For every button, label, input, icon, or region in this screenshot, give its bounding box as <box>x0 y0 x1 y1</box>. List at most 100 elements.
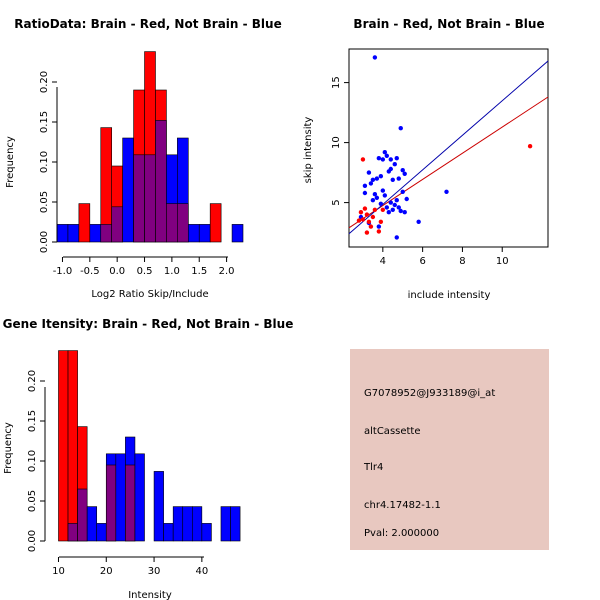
brain-point <box>362 206 368 211</box>
not-brain-point <box>384 153 390 158</box>
not-brain-point <box>374 195 380 200</box>
not-brain-point <box>382 150 388 155</box>
not-brain-point <box>416 219 421 224</box>
not-brain-fit-line <box>348 60 549 235</box>
x-tick-label: 10 <box>52 566 65 577</box>
not-brain-point <box>396 205 401 210</box>
brain-point <box>364 230 370 235</box>
y-tick-label: 0.15 <box>27 410 38 432</box>
not-brain-point <box>370 177 376 182</box>
bar-not-brain <box>153 471 164 542</box>
not-brain-point <box>402 210 407 215</box>
scatter-y-label: skip intensity <box>303 117 314 184</box>
x-tick-label: 8 <box>459 256 465 267</box>
brain-point <box>360 157 366 162</box>
bar-not-brain <box>182 506 193 542</box>
x-tick-label: 6 <box>419 256 425 267</box>
gene-name: Tlr4 <box>363 462 383 473</box>
brain-point <box>356 218 362 223</box>
not-brain-point <box>366 170 372 175</box>
bar-overlap <box>100 224 113 243</box>
y-tick-label: 0.00 <box>27 530 38 552</box>
bar-not-brain <box>67 224 80 243</box>
y-tick-label: 0.20 <box>27 370 38 392</box>
x-tick-label: 1.0 <box>164 266 180 277</box>
brain-point <box>358 210 364 215</box>
not-brain-point <box>390 207 395 212</box>
brain-point <box>370 214 376 220</box>
not-brain-point <box>378 174 384 179</box>
x-tick-label: 10 <box>496 256 509 267</box>
x-tick-label: 40 <box>195 566 208 577</box>
not-brain-point <box>392 162 397 167</box>
probe-info-panel: G7078952@J933189@i_at altCassette Tlr4 c… <box>350 349 549 550</box>
not-brain-point <box>392 202 397 208</box>
y-tick-label: 0.10 <box>27 450 38 472</box>
not-brain-point <box>398 208 403 214</box>
bar-brain <box>67 350 78 542</box>
bar-overlap <box>177 203 189 243</box>
ratio-x-ticks: -1.0 -0.5 0.0 0.5 1.0 1.5 2.0 <box>53 257 235 277</box>
brain-point <box>376 229 382 234</box>
bar-not-brain <box>220 506 231 542</box>
gene-y-ticks: 0.00 0.05 0.10 0.15 0.20 <box>27 370 45 552</box>
ratio-histogram: RatioData: Brain - Red, Not Brain - Blue… <box>5 17 282 300</box>
x-tick-label: 0.5 <box>137 266 153 277</box>
p-value: Pval: 2.000000 <box>364 528 439 539</box>
brain-point <box>527 144 533 149</box>
scatter-plot-box <box>348 48 549 248</box>
genomic-location: chr4.17482-1.1 <box>364 500 441 511</box>
scatter-y-ticks: 5 10 15 <box>331 76 349 206</box>
info-panel-background <box>350 349 549 550</box>
gene-histogram-title: Gene Itensity: Brain - Red, Not Brain - … <box>3 317 294 331</box>
not-brain-point <box>390 177 395 182</box>
brain-point <box>368 224 374 229</box>
not-brain-point <box>400 189 405 194</box>
x-tick-label: 0.0 <box>109 266 125 277</box>
gene-intensity-histogram: Gene Itensity: Brain - Red, Not Brain - … <box>3 317 294 600</box>
bar-not-brain <box>163 523 174 542</box>
brain-point <box>380 207 386 212</box>
not-brain-point <box>372 55 378 60</box>
gene-histogram-bars <box>58 350 241 542</box>
bar-overlap <box>166 203 178 243</box>
y-tick-label: 0.15 <box>39 111 50 133</box>
bar-not-brain <box>86 506 98 542</box>
not-brain-point <box>376 156 382 161</box>
x-tick-label: 4 <box>380 256 386 267</box>
bar-overlap <box>77 488 88 542</box>
x-tick-label: -0.5 <box>80 266 100 277</box>
not-brain-point <box>380 157 386 162</box>
not-brain-point <box>394 235 399 240</box>
not-brain-point <box>404 196 409 202</box>
bar-overlap <box>155 120 167 243</box>
ratio-y-label: Frequency <box>5 136 16 188</box>
y-tick-label: 0.20 <box>39 71 50 93</box>
not-brain-point <box>388 200 393 205</box>
not-brain-point <box>386 210 391 215</box>
not-brain-point <box>396 176 401 181</box>
scatter-x-ticks: 4 6 8 10 <box>380 247 509 267</box>
gene-x-label: Intensity <box>128 590 172 600</box>
not-brain-point <box>362 183 368 188</box>
bar-overlap <box>105 464 117 542</box>
intensity-scatter: Brain - Red, Not Brain - Blue 5 10 15 4 6 8 1… <box>303 17 549 301</box>
not-brain-point <box>402 171 407 176</box>
ratio-x-label: Log2 Ratio Skip/Include <box>91 289 208 300</box>
bar-brain <box>58 350 69 542</box>
gene-y-label: Frequency <box>3 422 14 474</box>
ratio-histogram-title: RatioData: Brain - Red, Not Brain - Blue <box>14 17 281 31</box>
not-brain-point <box>378 201 384 206</box>
bar-not-brain <box>122 137 134 243</box>
not-brain-point <box>384 205 390 210</box>
y-tick-label: 15 <box>331 76 342 89</box>
x-tick-label: 20 <box>100 566 113 577</box>
not-brain-point <box>376 224 382 229</box>
x-tick-label: -1.0 <box>53 266 73 277</box>
bar-not-brain <box>89 224 102 243</box>
ratio-histogram-bars <box>56 51 244 243</box>
brain-point <box>366 219 372 224</box>
bar-not-brain <box>230 506 241 542</box>
probe-id: G7078952@J933189@i_at <box>364 388 495 399</box>
bar-overlap <box>111 206 123 243</box>
